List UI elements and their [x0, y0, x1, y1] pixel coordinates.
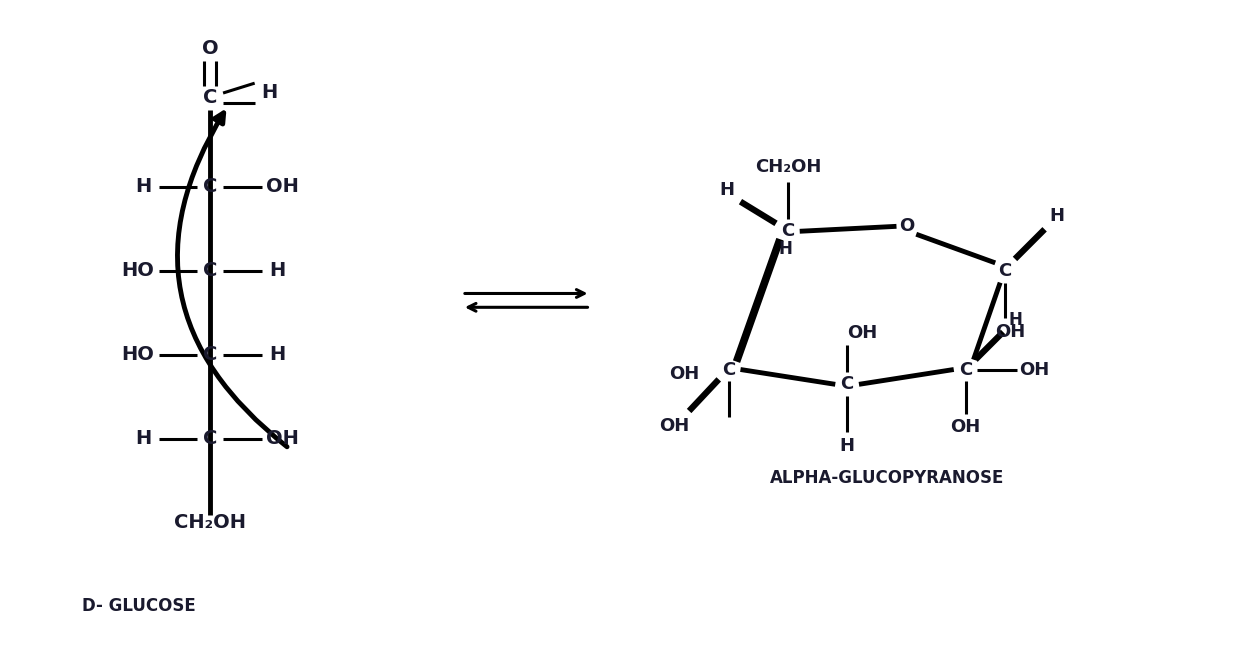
Text: H: H: [270, 345, 286, 364]
Text: OH: OH: [950, 418, 981, 436]
Text: C: C: [841, 375, 853, 393]
Text: H: H: [261, 83, 278, 101]
Text: ALPHA-GLUCOPYRANOSE: ALPHA-GLUCOPYRANOSE: [770, 469, 1004, 487]
Text: CH₂OH: CH₂OH: [174, 513, 246, 532]
Text: H: H: [270, 261, 286, 280]
Text: OH: OH: [847, 324, 877, 342]
Text: H: H: [719, 181, 734, 199]
Text: OH: OH: [995, 323, 1025, 341]
Text: D- GLUCOSE: D- GLUCOSE: [82, 598, 196, 616]
Text: H: H: [135, 177, 152, 197]
Text: HO: HO: [122, 261, 154, 280]
Text: C: C: [999, 261, 1012, 280]
FancyArrowPatch shape: [178, 113, 287, 447]
Text: C: C: [202, 89, 217, 107]
Text: C: C: [202, 429, 217, 448]
Text: OH: OH: [266, 429, 299, 448]
Text: C: C: [202, 261, 217, 280]
Text: H: H: [840, 436, 854, 455]
Text: C: C: [202, 345, 217, 364]
Text: C: C: [202, 177, 217, 197]
Text: C: C: [959, 361, 972, 379]
Text: H: H: [1049, 207, 1064, 226]
Text: H: H: [779, 240, 792, 258]
Text: OH: OH: [1020, 361, 1049, 379]
Text: O: O: [899, 217, 914, 235]
Text: H: H: [1009, 311, 1022, 329]
Text: H: H: [135, 429, 152, 448]
Text: OH: OH: [669, 365, 699, 383]
Text: CH₂OH: CH₂OH: [755, 158, 821, 176]
Text: OH: OH: [266, 177, 299, 197]
Text: O: O: [202, 39, 219, 58]
Text: C: C: [781, 222, 795, 240]
Text: OH: OH: [660, 417, 689, 435]
Text: HO: HO: [122, 345, 154, 364]
Text: C: C: [722, 361, 735, 379]
